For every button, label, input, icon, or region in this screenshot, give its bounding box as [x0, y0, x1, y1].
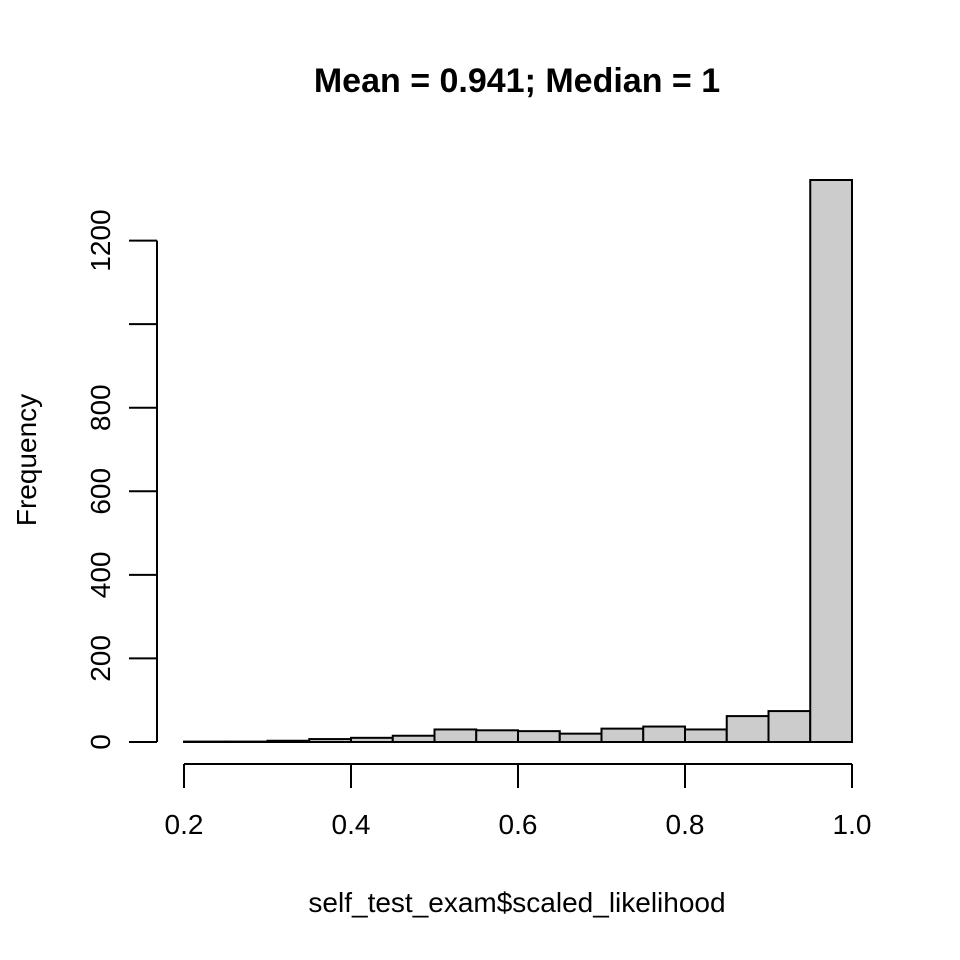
- histogram-bar-4: [350, 736, 394, 743]
- y-tick-label: 600: [85, 468, 116, 515]
- histogram-bar-7: [475, 729, 519, 743]
- y-tick-label: 0: [85, 734, 116, 750]
- x-axis: 0.2 0.4 0.6 0.8 1.0: [165, 763, 872, 840]
- x-axis-label: self_test_exam$scaled_likelihood: [308, 887, 725, 918]
- chart-title: Mean = 0.941; Median = 1: [314, 62, 720, 100]
- x-tick-label: 0.4: [332, 809, 371, 840]
- histogram-bar-15: [809, 179, 853, 743]
- histogram-bar-6: [433, 728, 478, 743]
- y-axis: 0 200 400 600 800 1200: [85, 209, 158, 750]
- x-tick-label: 1.0: [833, 809, 872, 840]
- histogram-bar-13: [725, 715, 770, 744]
- histogram-bar-5: [391, 734, 436, 744]
- x-tick-label: 0.8: [666, 809, 705, 840]
- histogram-bar-10: [600, 727, 645, 743]
- histogram-bar-9: [558, 732, 603, 744]
- y-tick-label: 1200: [85, 209, 116, 271]
- histogram-bar-12: [684, 728, 728, 743]
- y-tick-label: 200: [85, 635, 116, 682]
- histogram-bar-8: [517, 730, 561, 743]
- histogram-bar-2: [266, 739, 311, 743]
- bars-group: [183, 179, 853, 744]
- y-tick-label: 400: [85, 552, 116, 599]
- histogram-bar-14: [767, 710, 812, 743]
- x-tick-label: 0.6: [499, 809, 538, 840]
- x-tick-label: 0.2: [165, 809, 204, 840]
- histogram-bar-11: [642, 725, 686, 744]
- histogram-bar-3: [308, 738, 352, 743]
- y-tick-label: 800: [85, 384, 116, 431]
- y-axis-label: Frequency: [11, 394, 42, 526]
